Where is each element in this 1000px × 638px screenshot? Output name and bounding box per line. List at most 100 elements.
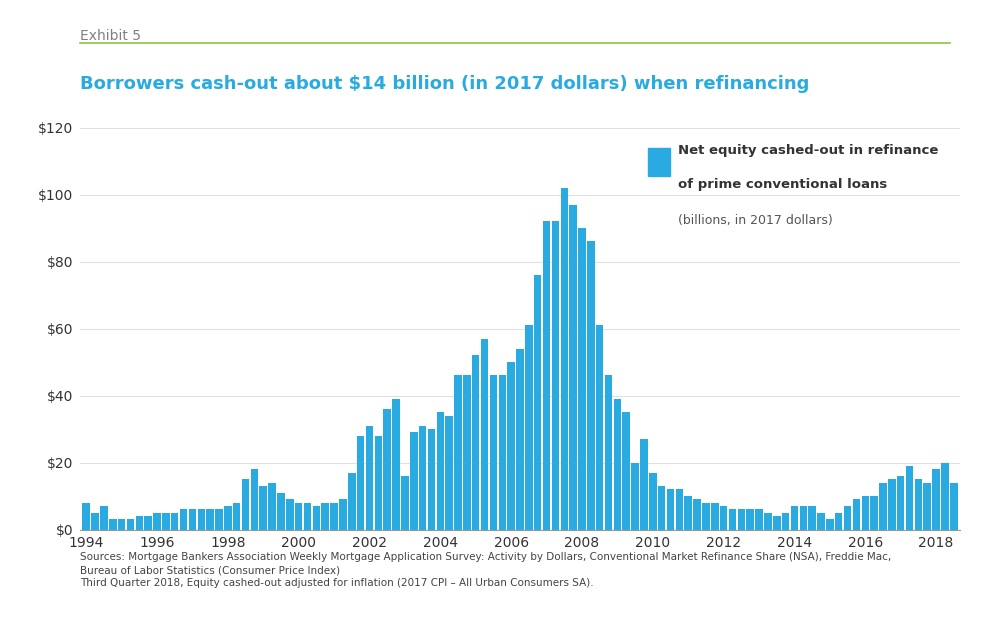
Bar [171,513,178,530]
Bar [906,466,913,530]
Bar [862,496,869,530]
Bar [525,325,533,530]
Bar [224,506,232,530]
Bar [605,375,612,530]
Bar [516,348,524,530]
Bar [844,506,851,530]
Text: of prime conventional loans: of prime conventional loans [678,178,888,191]
Bar [676,489,683,530]
Bar [401,476,409,530]
Bar [684,496,692,530]
Bar [463,375,471,530]
Bar [791,506,798,530]
Bar [428,429,435,530]
Bar [622,412,630,530]
Bar [233,503,240,530]
Bar [755,509,763,530]
Bar [826,519,834,530]
Bar [800,506,807,530]
Bar [915,479,922,530]
Bar [215,509,223,530]
Bar [136,516,143,530]
Bar [649,473,657,530]
Bar [773,516,781,530]
Bar [817,513,825,530]
Bar [445,416,453,530]
Bar [897,476,904,530]
Bar [631,463,639,530]
Bar [109,519,117,530]
Bar [587,241,595,530]
Bar [259,486,267,530]
Bar [569,205,577,530]
Bar [82,503,90,530]
Bar [100,506,108,530]
Text: Sources: Mortgage Bankers Association Weekly Mortgage Application Survey: Activi: Sources: Mortgage Bankers Association We… [80,552,891,588]
Bar [853,500,860,530]
Bar [578,228,586,530]
Text: Exhibit 5: Exhibit 5 [80,29,141,43]
Bar [481,339,488,530]
Bar [313,506,320,530]
Bar [746,509,754,530]
Bar [242,479,249,530]
Bar [91,513,99,530]
Bar [738,509,745,530]
Bar [410,433,418,530]
Bar [437,412,444,530]
Bar [321,503,329,530]
Bar [764,513,772,530]
Bar [392,399,400,530]
Bar [144,516,152,530]
Bar [348,473,356,530]
Bar [782,513,789,530]
Bar [357,436,364,530]
Bar [561,188,568,530]
Bar [667,489,674,530]
Bar [330,503,338,530]
Bar [339,500,347,530]
Bar [375,436,382,530]
Bar [658,486,665,530]
Bar [640,439,648,530]
Bar [286,500,294,530]
Bar [206,509,214,530]
Bar [888,479,896,530]
Text: Borrowers cash-out about $14 billion (in 2017 dollars) when refinancing: Borrowers cash-out about $14 billion (in… [80,75,809,93]
Bar [304,503,311,530]
Bar [268,482,276,530]
Bar [702,503,710,530]
Bar [162,513,170,530]
Text: (billions, in 2017 dollars): (billions, in 2017 dollars) [678,214,833,227]
Bar [454,375,462,530]
Bar [419,426,426,530]
Bar [127,519,134,530]
Bar [879,482,887,530]
Bar [251,470,258,530]
Bar [189,509,196,530]
Bar [534,275,541,530]
Bar [118,519,125,530]
Bar [720,506,727,530]
Bar [472,355,479,530]
Bar [366,426,373,530]
Bar [729,509,736,530]
Bar [198,509,205,530]
Bar [543,221,550,530]
Bar [295,503,302,530]
Bar [693,500,701,530]
Bar [277,493,285,530]
Bar [711,503,719,530]
Bar [941,463,949,530]
Bar [808,506,816,530]
Bar [950,482,958,530]
Bar [614,399,621,530]
Bar [552,221,559,530]
Bar [923,482,931,530]
Text: Net equity cashed-out in refinance: Net equity cashed-out in refinance [678,144,939,157]
Bar [490,375,497,530]
Bar [153,513,161,530]
Bar [180,509,187,530]
Bar [507,362,515,530]
Bar [383,409,391,530]
